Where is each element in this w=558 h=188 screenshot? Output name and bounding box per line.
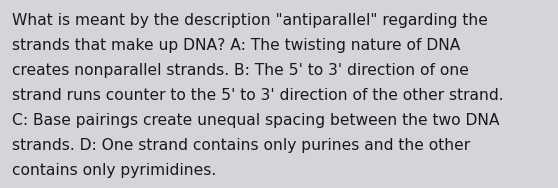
Text: strands that make up DNA? A: The twisting nature of DNA: strands that make up DNA? A: The twistin… (12, 38, 461, 53)
Text: strand runs counter to the 5' to 3' direction of the other strand.: strand runs counter to the 5' to 3' dire… (12, 88, 504, 103)
Text: contains only pyrimidines.: contains only pyrimidines. (12, 163, 217, 178)
Text: C: Base pairings create unequal spacing between the two DNA: C: Base pairings create unequal spacing … (12, 113, 500, 128)
Text: strands. D: One strand contains only purines and the other: strands. D: One strand contains only pur… (12, 138, 470, 153)
Text: creates nonparallel strands. B: The 5' to 3' direction of one: creates nonparallel strands. B: The 5' t… (12, 63, 469, 78)
Text: What is meant by the description "antiparallel" regarding the: What is meant by the description "antipa… (12, 13, 488, 28)
